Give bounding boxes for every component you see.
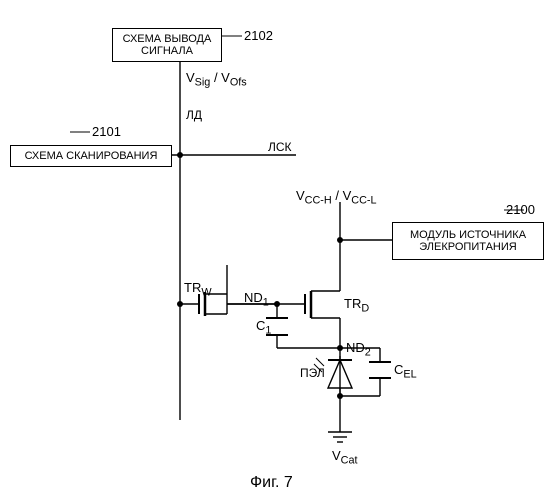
ref-2102: 2102 — [244, 28, 273, 43]
trd-label: TRD — [344, 296, 369, 315]
figure-caption: Фиг. 7 — [250, 474, 293, 492]
c1-label: C1 — [256, 318, 271, 337]
nd2-label: ND2 — [346, 340, 371, 359]
vcat-label: VCat — [332, 448, 358, 467]
signal-output-line1: СХЕМА ВЫВОДА — [123, 33, 212, 45]
power-line2: ЭЛЕКРОПИТАНИЯ — [419, 241, 516, 253]
signal-output-circuit-block: СХЕМА ВЫВОДА СИГНАЛА — [112, 28, 222, 62]
power-source-module-block: МОДУЛЬ ИСТОЧНИКА ЭЛЕКРОПИТАНИЯ — [392, 222, 544, 260]
ld-label: ЛД — [186, 108, 202, 122]
scanning-circuit-block: СХЕМА СКАНИРОВАНИЯ — [10, 145, 172, 167]
ref-2101: 2101 — [92, 124, 121, 139]
scanning-text: СХЕМА СКАНИРОВАНИЯ — [25, 150, 158, 162]
vsig-vofs-label: VSig / Ofs VOfs — [186, 70, 247, 89]
cel-label: CEL — [394, 362, 417, 381]
lsk-label: ЛСК — [268, 140, 292, 154]
nd1-label: ND1 — [244, 290, 269, 309]
vcc-label: VCC-H / VCC-L — [296, 188, 377, 207]
ref-2100: 2100 — [506, 202, 535, 217]
pel-label: ПЭЛ — [300, 366, 325, 380]
power-line1: МОДУЛЬ ИСТОЧНИКА — [410, 229, 526, 241]
signal-output-line2: СИГНАЛА — [141, 45, 193, 57]
trw-label: TRW — [184, 280, 212, 299]
